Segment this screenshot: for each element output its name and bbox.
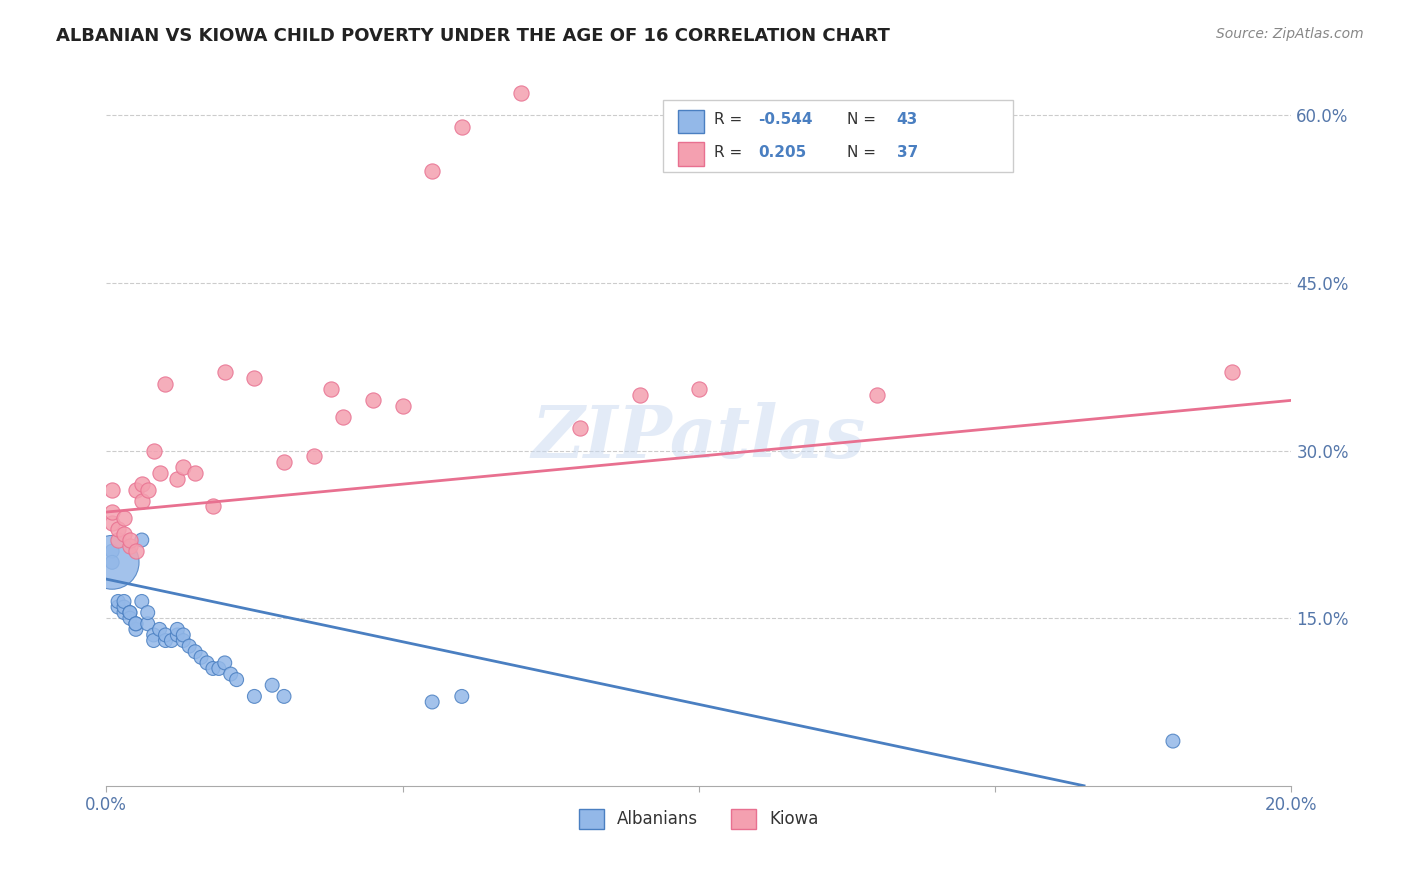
Point <box>131 494 153 508</box>
Point <box>208 661 231 675</box>
Point <box>125 483 148 497</box>
Point <box>101 555 124 569</box>
Point <box>190 650 212 665</box>
Point <box>136 483 159 497</box>
Point <box>214 656 236 670</box>
Point <box>214 366 236 380</box>
FancyBboxPatch shape <box>678 110 703 133</box>
Point <box>112 594 135 608</box>
Point <box>184 645 207 659</box>
Point <box>450 690 472 704</box>
Text: R =: R = <box>714 112 748 128</box>
Point <box>1220 366 1243 380</box>
Point <box>420 164 443 178</box>
Point <box>125 616 148 631</box>
Point <box>420 695 443 709</box>
FancyBboxPatch shape <box>678 143 703 166</box>
Point <box>201 661 224 675</box>
Point <box>101 483 124 497</box>
Point <box>118 606 141 620</box>
Point <box>142 628 165 642</box>
Text: 0.205: 0.205 <box>758 145 807 160</box>
Point <box>166 628 188 642</box>
FancyBboxPatch shape <box>664 100 1012 172</box>
Point <box>225 673 247 687</box>
Point <box>273 455 295 469</box>
Point <box>243 371 266 385</box>
Text: Source: ZipAtlas.com: Source: ZipAtlas.com <box>1216 27 1364 41</box>
Point <box>131 594 153 608</box>
Point <box>166 623 188 637</box>
Point <box>865 388 887 402</box>
Text: N =: N = <box>846 112 882 128</box>
Point <box>112 606 135 620</box>
Point <box>179 639 201 653</box>
Point <box>107 533 129 547</box>
Point <box>148 623 170 637</box>
Point <box>273 690 295 704</box>
Point <box>361 393 384 408</box>
Point <box>155 376 177 391</box>
Point <box>125 616 148 631</box>
Point <box>321 382 343 396</box>
Point <box>172 628 194 642</box>
Point <box>172 460 194 475</box>
Point <box>107 600 129 615</box>
Point <box>450 120 472 134</box>
Point <box>302 449 325 463</box>
Point <box>125 623 148 637</box>
Text: N =: N = <box>846 145 882 160</box>
Point <box>101 555 124 569</box>
Point <box>332 410 354 425</box>
Point <box>107 522 129 536</box>
Text: -0.544: -0.544 <box>758 112 813 128</box>
Legend: Albanians, Kiowa: Albanians, Kiowa <box>572 802 825 836</box>
Text: 37: 37 <box>897 145 918 160</box>
Point <box>262 678 284 692</box>
Point <box>136 616 159 631</box>
Point <box>101 516 124 531</box>
Point <box>1161 734 1184 748</box>
Point <box>112 527 135 541</box>
Point <box>101 505 124 519</box>
Point <box>166 471 188 485</box>
Point <box>118 606 141 620</box>
Point <box>628 388 651 402</box>
Point <box>569 421 592 435</box>
Point <box>155 633 177 648</box>
Point <box>510 86 533 100</box>
Point <box>118 533 141 547</box>
Point <box>118 611 141 625</box>
Text: ALBANIAN VS KIOWA CHILD POVERTY UNDER THE AGE OF 16 CORRELATION CHART: ALBANIAN VS KIOWA CHILD POVERTY UNDER TH… <box>56 27 890 45</box>
Text: R =: R = <box>714 145 752 160</box>
Point <box>107 594 129 608</box>
Text: ZIPatlas: ZIPatlas <box>531 401 866 473</box>
Point <box>131 477 153 491</box>
Point <box>118 539 141 553</box>
Point <box>142 633 165 648</box>
Point <box>184 466 207 480</box>
Point <box>155 628 177 642</box>
Point <box>688 382 710 396</box>
Point <box>136 606 159 620</box>
Point <box>142 443 165 458</box>
Point <box>125 544 148 558</box>
Point <box>112 600 135 615</box>
Point <box>112 510 135 524</box>
Point <box>219 667 242 681</box>
Point <box>243 690 266 704</box>
Point <box>391 399 413 413</box>
Point <box>195 656 218 670</box>
Point <box>160 633 183 648</box>
Point <box>148 466 170 480</box>
Point <box>172 633 194 648</box>
Point <box>131 533 153 547</box>
Point <box>101 544 124 558</box>
Point <box>201 500 224 514</box>
Text: 43: 43 <box>897 112 918 128</box>
